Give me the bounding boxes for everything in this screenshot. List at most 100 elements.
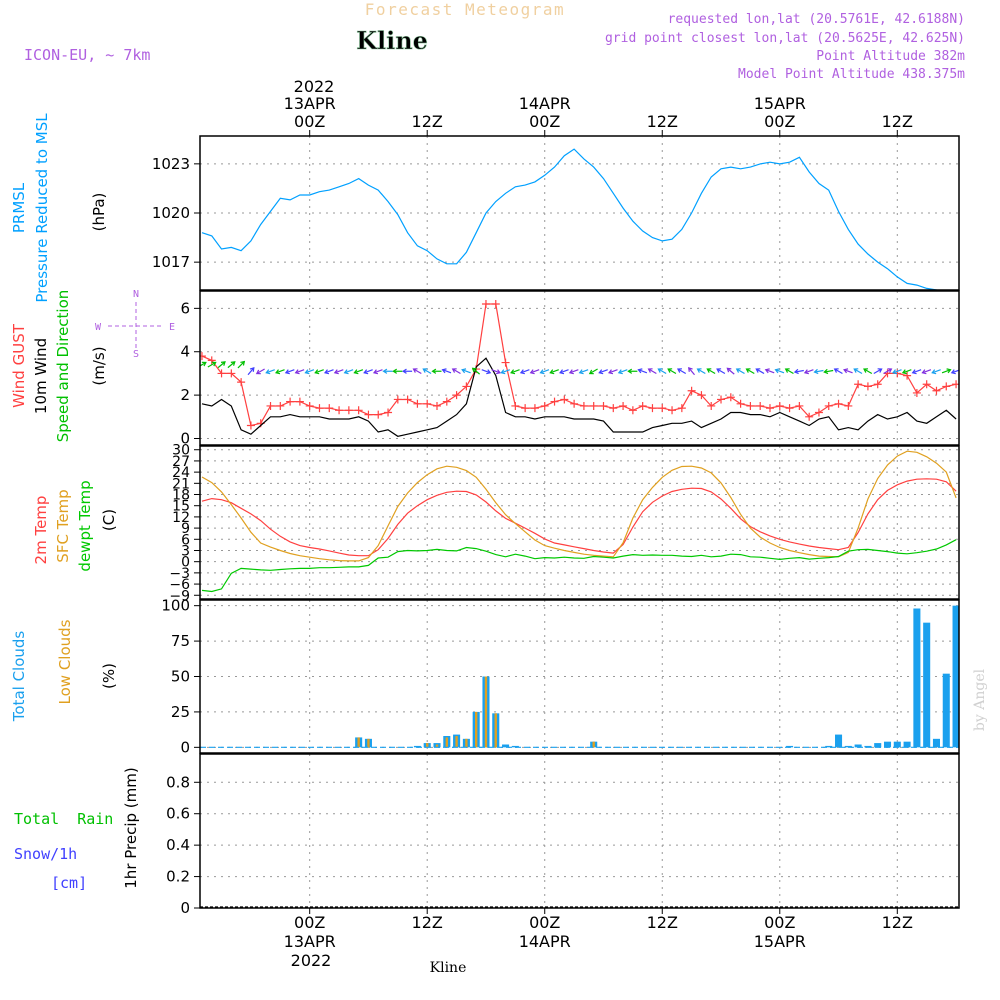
wind-direction-arrow	[422, 368, 432, 375]
wind-direction-arrow	[901, 369, 912, 375]
wind-arrow-head	[887, 368, 893, 373]
pressure-panel: 1017 1020 1023	[152, 135, 960, 291]
gust-marker	[668, 406, 677, 415]
temperature-ytick-label: 18	[172, 488, 190, 504]
temperature-ytick-label: 0	[181, 555, 190, 571]
wind-arrow-head	[486, 369, 492, 375]
bottom-tick-label: 00Z	[764, 913, 795, 932]
wind-series	[200, 300, 959, 437]
model-label: ICON-EU, ~ 7km	[24, 46, 150, 64]
wind-arrow-shaft	[932, 369, 941, 374]
gust-marker	[619, 401, 628, 410]
wind-arrow-shaft	[697, 368, 706, 375]
wind-direction-arrow	[716, 368, 726, 375]
wind-direction-arrow	[657, 368, 667, 375]
wind-grid	[200, 291, 959, 445]
gust-marker	[393, 395, 402, 404]
wind-arrow-head	[667, 368, 673, 373]
wind-arrow-shaft	[726, 367, 735, 375]
wind-arrow-head	[568, 369, 574, 375]
precip-ytick-label: 0.6	[166, 805, 190, 823]
clouds-bar-low-clouds	[475, 711, 478, 748]
wind-arrow-shaft	[863, 368, 873, 375]
wind-direction-arrow	[275, 369, 285, 375]
gust-marker	[726, 393, 735, 402]
gust-marker	[717, 395, 726, 404]
clouds-bar-total-clouds	[923, 622, 931, 748]
gust-label: Wind GUST	[10, 323, 28, 408]
wind-ytick-label: 2	[180, 386, 190, 404]
top-tick-label: 12Z	[882, 112, 913, 131]
gust-marker	[579, 401, 588, 410]
wind-direction-arrow	[755, 368, 765, 375]
wind-direction-arrow	[578, 369, 589, 375]
wind-arrow-shaft	[423, 368, 432, 375]
wind-arrow-head	[549, 369, 555, 375]
gust-marker	[854, 380, 863, 389]
clouds-bar-total-clouds	[854, 744, 862, 748]
low-clouds-label: Low Clouds	[56, 619, 74, 704]
wind-arrow-head	[588, 369, 594, 375]
temperature-ytick-label: 12	[172, 510, 190, 526]
temperature-ytick-label: −6	[169, 577, 190, 593]
gust-marker	[315, 404, 324, 413]
wind-arrow-shaft	[334, 369, 344, 374]
requested-coords: requested lon,lat (20.5761E, 42.6188N)	[668, 12, 965, 27]
clouds-ytick-label: 50	[171, 668, 190, 686]
clouds-frame	[199, 599, 960, 754]
wind-direction-arrow	[803, 369, 814, 375]
temperature-line-dewpt-temp	[201, 539, 957, 593]
wind-arrow-shaft	[755, 368, 765, 375]
clouds-series	[200, 605, 959, 748]
wind-direction-arrow	[588, 368, 598, 375]
wind-arrow-shaft	[452, 368, 461, 375]
wind-arrow-shaft	[765, 369, 775, 374]
wind-arrow-shaft	[305, 369, 315, 374]
wind-arrow-head	[323, 369, 330, 375]
gust-marker	[922, 380, 931, 389]
clouds-ytick-label: 0	[180, 738, 190, 756]
wind-arrow-head	[784, 368, 790, 373]
wind-arrow-shaft	[736, 368, 745, 375]
wind-arrow-head	[529, 369, 535, 375]
gust-marker	[246, 421, 255, 430]
wind-arrow-head	[422, 368, 428, 373]
wind-direction-arrow	[667, 368, 677, 375]
wind-arrow-shaft	[285, 369, 295, 374]
wind-arrow-head	[382, 368, 388, 374]
wind-arrow-shaft	[364, 369, 373, 374]
gust-marker	[530, 404, 539, 413]
clouds-bar-total-clouds	[952, 605, 959, 748]
wind-arrow-shaft	[442, 369, 452, 374]
gust-marker	[697, 391, 706, 400]
temperature-ytick-label: 6	[181, 532, 190, 548]
top-year-label: 2022	[294, 77, 335, 96]
gust-marker	[844, 401, 853, 410]
wind-arrow-shaft	[707, 368, 716, 375]
wind-arrow-shaft	[658, 368, 667, 375]
gust-marker	[354, 406, 363, 415]
wind-direction-arrow	[491, 369, 502, 375]
temperature-ytick-label: 27	[172, 454, 190, 470]
wind-direction-arrow	[726, 367, 735, 375]
wind-arrow-shaft	[520, 369, 530, 374]
clouds-bar-low-clouds	[367, 738, 370, 748]
wind-arrow-head	[931, 369, 937, 375]
wind-arrow-head	[451, 368, 457, 373]
clouds-ylabels: Total Clouds Low Clouds (%)	[10, 619, 118, 722]
precip-ylabels: Total Rain Snow/1h [cm] 1hr Precip (mm)	[14, 767, 140, 892]
wind-ytick-label: 0	[180, 429, 190, 447]
wind-direction-arrow	[549, 369, 559, 375]
wind-arrow-shaft	[559, 369, 569, 374]
wind-arrow-shaft	[824, 369, 834, 373]
rain-label: Total Rain	[14, 810, 113, 828]
gust-marker	[589, 401, 598, 410]
wind-arrow-head	[657, 368, 663, 373]
clouds-units: (%)	[100, 663, 118, 689]
gust-marker	[276, 401, 285, 410]
wind-direction-arrow	[363, 369, 373, 375]
clouds-bar-total-clouds	[874, 743, 882, 748]
gust-marker	[237, 378, 246, 387]
top-date-label: 15APR	[754, 94, 806, 113]
